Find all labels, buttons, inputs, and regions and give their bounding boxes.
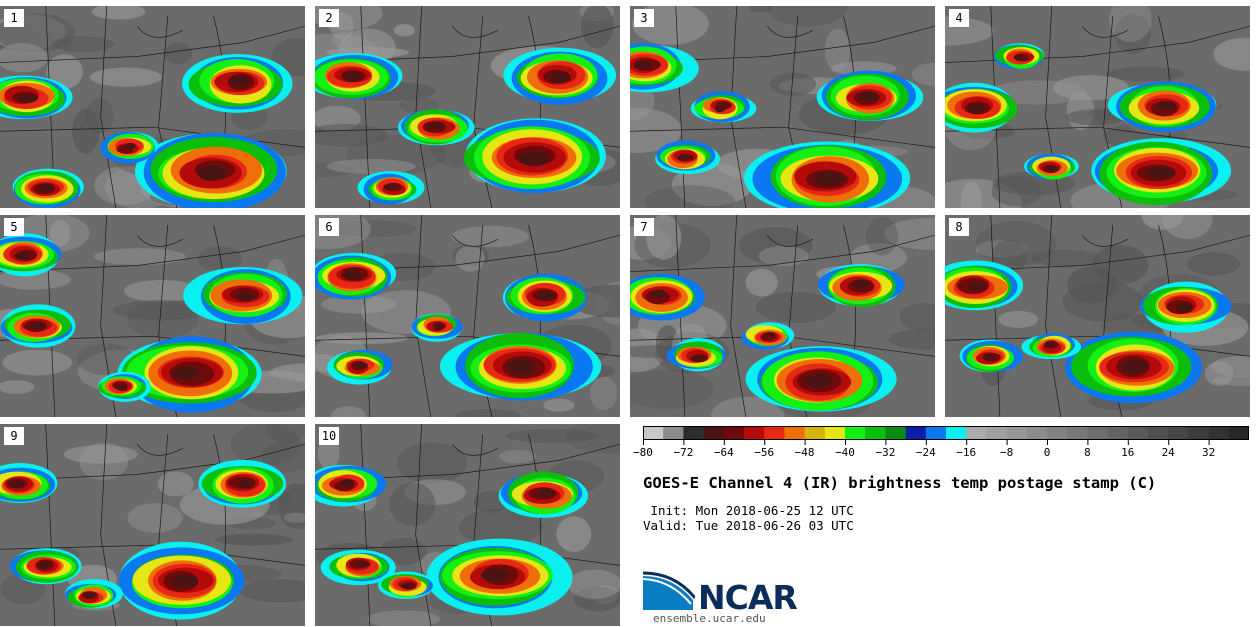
ensemble-panel-1[interactable]: 1 [0, 6, 305, 208]
colorbar-tick-label: 32 [1201, 446, 1216, 459]
ir-satellite-map [315, 424, 620, 626]
colorbar-segment [1208, 426, 1230, 440]
colorbar-segment [885, 426, 906, 440]
colorbar-segment [683, 426, 704, 440]
panel-label: 5 [4, 218, 24, 236]
colorbar-segment [1228, 426, 1249, 440]
ir-satellite-map [315, 6, 620, 208]
panel-label: 1 [4, 9, 24, 27]
colorbar [643, 426, 1249, 445]
colorbar-segment [1148, 426, 1169, 440]
ensemble-panel-2[interactable]: 2 [315, 6, 620, 208]
colorbar-tick-label: −40 [835, 446, 855, 459]
colorbar-tick-label: −64 [713, 446, 734, 459]
colorbar-tick-label: −8 [999, 446, 1014, 459]
colorbar-tick-label: 0 [1043, 446, 1051, 459]
colorbar-segment [1026, 426, 1048, 440]
colorbar-segment [723, 426, 745, 440]
init-time: Init: Mon 2018-06-25 12 UTC [643, 503, 854, 518]
ensemble-panel-7[interactable]: 7 [630, 215, 935, 417]
valid-time: Valid: Tue 2018-06-26 03 UTC [643, 518, 854, 533]
colorbar-tick-label: 24 [1161, 446, 1175, 459]
panel-label: 2 [319, 9, 339, 27]
colorbar-tick-label: −24 [915, 446, 936, 459]
ensemble-panel-4[interactable]: 4 [945, 6, 1250, 208]
colorbar-segment [865, 426, 886, 440]
ensemble-panel-10[interactable]: 10 [315, 424, 620, 626]
panel-label: 4 [949, 9, 969, 27]
colorbar-tick-label: −32 [875, 446, 896, 459]
colorbar-tick-label: 16 [1121, 446, 1135, 459]
ncar-logo-text: NCAR [698, 578, 798, 617]
colorbar-tick-label: −72 [673, 446, 694, 459]
ensemble-panel-3[interactable]: 3 [630, 6, 935, 208]
colorbar-tick-label: −56 [754, 446, 775, 459]
colorbar-segment [946, 426, 967, 440]
colorbar-tick-label: −48 [794, 446, 815, 459]
colorbar-segment [643, 426, 664, 440]
colorbar-segment [824, 426, 846, 440]
panel-label: 8 [949, 218, 969, 236]
ncar-logo-icon [643, 571, 695, 610]
panel-label: 6 [319, 218, 339, 236]
ensemble-panel-8[interactable]: 8 [945, 215, 1250, 417]
colorbar-segment [1168, 426, 1189, 440]
site-url: ensemble.ucar.edu [653, 612, 766, 625]
colorbar-segment [784, 426, 805, 440]
ir-satellite-map [945, 215, 1250, 417]
colorbar-segment [845, 426, 866, 440]
ir-satellite-map [945, 6, 1250, 208]
colorbar-tick-label: −16 [956, 446, 977, 459]
colorbar-segment [804, 426, 826, 440]
colorbar-tick-label: 8 [1084, 446, 1091, 459]
colorbar-segment [663, 426, 684, 440]
colorbar-tick-label: −80 [633, 446, 653, 459]
colorbar-segment [986, 426, 1007, 440]
colorbar-segment [966, 426, 987, 440]
panel-label: 10 [319, 427, 339, 445]
colorbar-segment [905, 426, 927, 440]
colorbar-segment [925, 426, 947, 440]
colorbar-segment [703, 426, 725, 440]
colorbar-segment [1047, 426, 1068, 440]
colorbar-segment [1127, 426, 1149, 440]
ir-satellite-map [630, 6, 935, 208]
panel-label: 7 [634, 218, 654, 236]
page-title: GOES-E Channel 4 (IR) brightness temp po… [643, 474, 1157, 492]
ensemble-panel-5[interactable]: 5 [0, 215, 305, 417]
ensemble-panel-6[interactable]: 6 [315, 215, 620, 417]
ir-satellite-map [0, 424, 305, 626]
colorbar-segment [1107, 426, 1129, 440]
colorbar-segment [1087, 426, 1108, 440]
ir-satellite-map [630, 215, 935, 417]
panel-label: 3 [634, 9, 654, 27]
colorbar-segment [1067, 426, 1088, 440]
colorbar-segment [1006, 426, 1028, 440]
panel-label: 9 [4, 427, 24, 445]
ir-satellite-map [315, 215, 620, 417]
colorbar-segment [744, 426, 765, 440]
ir-satellite-map [0, 215, 305, 417]
ensemble-panel-9[interactable]: 9 [0, 424, 305, 626]
ir-satellite-map [0, 6, 305, 208]
colorbar-segment [764, 426, 785, 440]
colorbar-segment [1188, 426, 1209, 440]
